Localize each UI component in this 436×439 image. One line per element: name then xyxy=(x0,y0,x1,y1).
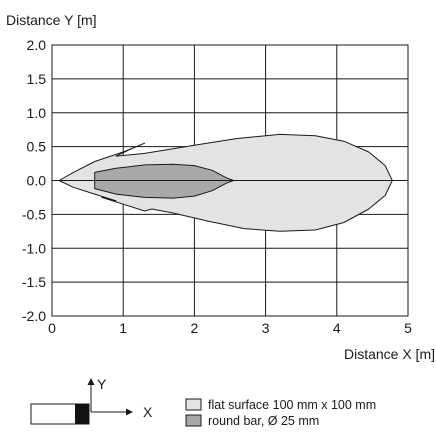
x-tick-label: 5 xyxy=(404,320,412,336)
sensor-x-arrowhead xyxy=(126,408,133,416)
y-tick-label: 0.0 xyxy=(27,173,47,189)
legend-swatch-flat-surface xyxy=(185,398,202,411)
y-tick-label: 0.5 xyxy=(27,139,47,155)
y-tick-label: -1.5 xyxy=(22,274,46,290)
sensor-x-label: X xyxy=(143,404,153,420)
tick-labels: 0 1 2 3 4 5 2.0 1.5 1.0 0.5 0.0 -0.5 -1.0 -1.5 -2.0 xyxy=(22,37,412,336)
x-axis-title: Distance X [m] xyxy=(344,346,435,362)
x-tick-label: 2 xyxy=(191,320,199,336)
x-tick-label: 1 xyxy=(119,320,127,336)
sensor-y-arrowhead xyxy=(87,378,95,385)
plot-areas xyxy=(52,133,408,232)
legend: flat surface 100 mm x 100 mm round bar, … xyxy=(185,398,376,428)
y-tick-label: 1.0 xyxy=(27,105,47,121)
legend-swatch-round-bar xyxy=(185,414,202,427)
sensor-y-label: Y xyxy=(97,376,107,392)
y-tick-label: -1.0 xyxy=(22,240,46,256)
legend-label-flat-surface: flat surface 100 mm x 100 mm xyxy=(208,398,376,412)
y-tick-label: 2.0 xyxy=(27,37,47,53)
y-tick-label: -0.5 xyxy=(22,206,46,222)
legend-label-round-bar: round bar, Ø 25 mm xyxy=(208,414,319,428)
sensor-diagram: Y X xyxy=(30,376,153,425)
x-tick-label: 0 xyxy=(48,320,56,336)
plot-frame xyxy=(51,44,409,317)
y-tick-label: 1.5 xyxy=(27,71,47,87)
x-tick-label: 4 xyxy=(333,320,341,336)
sensor-lens xyxy=(75,404,89,424)
y-axis-title: Distance Y [m] xyxy=(6,12,97,28)
y-tick-label: -2.0 xyxy=(22,308,46,324)
x-tick-label: 3 xyxy=(262,320,270,336)
area-round-bar xyxy=(94,163,235,199)
